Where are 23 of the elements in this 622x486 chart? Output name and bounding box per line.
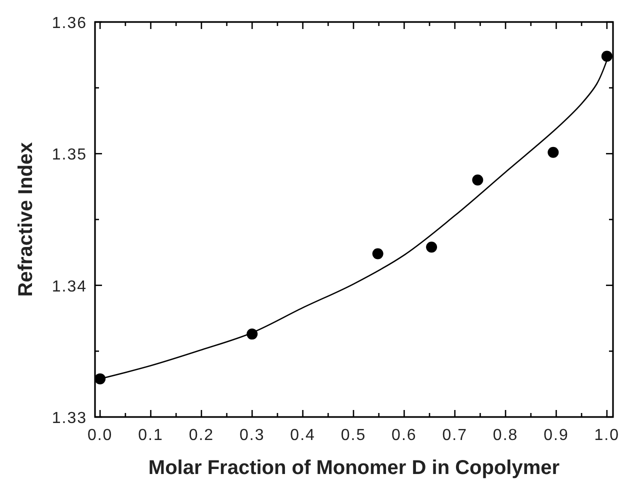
x-tick-label: 0.6 [392, 427, 417, 444]
y-tick-label: 1.33 [52, 410, 87, 427]
point [548, 146, 559, 158]
y-tick-label: 1.36 [52, 15, 87, 32]
x-tick-label: 0.2 [188, 427, 214, 444]
x-tick-label: 0.4 [290, 427, 316, 444]
x-tick-label: 1.0 [594, 427, 620, 444]
x-axis-title: Molar Fraction of Monomer D in Copolymer [148, 457, 560, 479]
x-tick-label: 0.5 [340, 427, 366, 444]
x-tick-label: 0.8 [492, 427, 518, 444]
x-tick-label: 0.0 [87, 427, 113, 444]
point [372, 248, 384, 260]
x-tick-label: 0.9 [544, 427, 569, 444]
point [426, 242, 438, 253]
point [94, 373, 106, 384]
point [472, 174, 484, 186]
y-axis-title: Refractive Index [15, 142, 37, 297]
x-tick-label: 0.1 [138, 427, 164, 444]
y-tick-label: 1.35 [52, 146, 87, 164]
x-tick-label: 0.7 [442, 427, 468, 444]
point [601, 50, 612, 62]
y-tick-label: 1.34 [52, 278, 87, 296]
x-tick-label: 0.3 [240, 427, 265, 444]
